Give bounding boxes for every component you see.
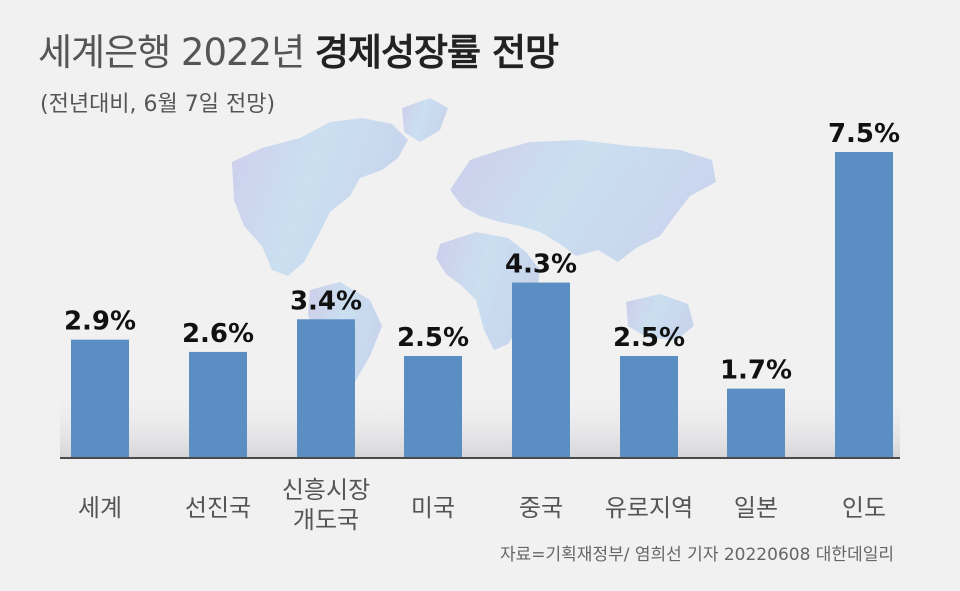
category-label-2-line-1: 개도국 (293, 506, 359, 534)
value-label-5: 2.5% (613, 323, 685, 353)
chart-subtitle: (전년대비, 6월 7일 전망) (40, 92, 276, 117)
bar-2 (297, 319, 355, 458)
category-label-5: 유로지역 (605, 494, 693, 522)
category-label-7: 인도 (842, 494, 886, 522)
bar-1 (189, 351, 247, 458)
greenland-shape (402, 98, 448, 142)
category-label-2-line-0: 신흥시장 (282, 476, 370, 504)
value-labels-group: 2.9% 2.6% 3.4% 2.5% 4.3% 2.5% 1.7% 7.5% (64, 119, 900, 386)
bar-5 (620, 356, 678, 458)
category-label-3: 미국 (411, 494, 455, 522)
bar-6 (727, 388, 785, 458)
bar-4 (512, 282, 570, 458)
value-label-6: 1.7% (720, 356, 792, 386)
category-label-6: 일본 (734, 494, 778, 522)
bar-0 (71, 339, 129, 458)
value-label-2: 3.4% (290, 286, 362, 316)
category-label-4: 중국 (519, 494, 563, 522)
value-label-4: 4.3% (505, 250, 577, 280)
value-label-7: 7.5% (828, 119, 900, 149)
north-america-shape (232, 118, 408, 276)
value-label-3: 2.5% (397, 323, 469, 353)
chart-title: 세계은행 2022년 경제성장률 전망 (38, 22, 559, 76)
title-emphasis: 경제성장률 전망 (314, 31, 559, 74)
australia-shape (626, 294, 694, 340)
category-label-0: 세계 (78, 494, 122, 522)
bars-group (71, 152, 893, 458)
title-prefix: 세계은행 2022년 (38, 31, 305, 74)
value-label-0: 2.9% (64, 307, 136, 337)
value-label-1: 2.6% (182, 319, 254, 349)
bar-3 (404, 356, 462, 458)
bar-7 (835, 152, 893, 458)
category-label-1: 선진국 (185, 494, 251, 522)
source-credit: 자료=기획재정부/ 염희선 기자 20220608 대한데일리 (500, 545, 894, 565)
eurasia-shape (450, 140, 716, 262)
